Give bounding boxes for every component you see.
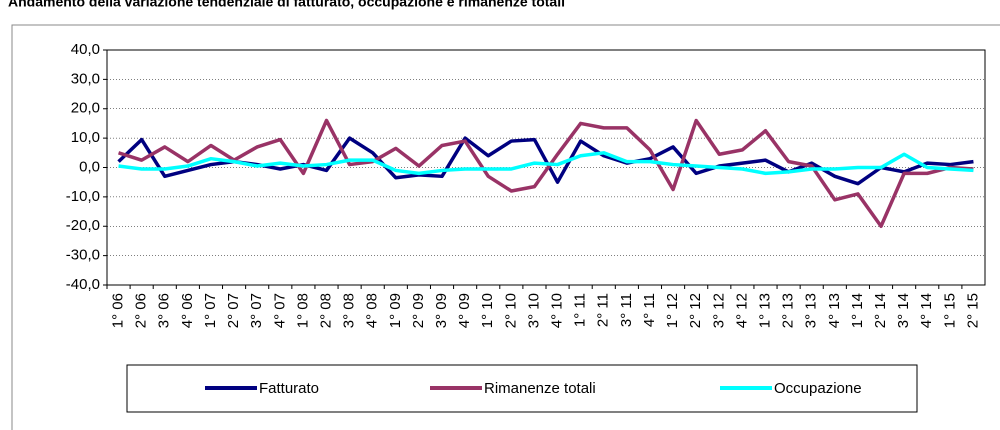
x-tick-label: 2° 10 <box>502 293 519 328</box>
series-line <box>118 118 974 228</box>
x-tick-label: 1° 13 <box>756 293 773 328</box>
x-tick-label: 4° 13 <box>826 293 843 328</box>
x-tick-label: 2° 11 <box>595 293 612 327</box>
x-tick-label: 2° 13 <box>780 293 797 328</box>
y-tick-label: -20,0 <box>66 217 100 234</box>
x-tick-label: 1° 15 <box>941 293 958 328</box>
legend-label: Rimanenze totali <box>484 380 596 397</box>
y-tick-label: 0,0 <box>79 158 100 175</box>
y-tick-label: -30,0 <box>66 247 100 264</box>
x-tick-label: 4° 09 <box>456 293 473 328</box>
x-tick-label: 2° 09 <box>410 293 427 328</box>
x-tick-label: 3° 12 <box>710 293 727 328</box>
x-tick-label: 1° 11 <box>572 293 589 327</box>
x-tick-label: 1° 12 <box>664 293 681 328</box>
x-tick-label: 3° 14 <box>895 293 912 328</box>
x-tick-label: 3° 13 <box>803 293 820 328</box>
x-tick-label: 4° 14 <box>918 293 935 328</box>
x-tick-label: 3° 11 <box>618 293 635 327</box>
x-tick-label: 4° 07 <box>271 293 288 328</box>
x-tick-label: 2° 15 <box>964 293 981 328</box>
x-tick-label: 3° 08 <box>341 293 358 328</box>
x-tick-label: 2° 08 <box>317 293 334 328</box>
legend-label: Occupazione <box>774 380 862 397</box>
x-tick-label: 2° 14 <box>872 293 889 328</box>
x-tick-label: 2° 06 <box>133 293 150 328</box>
chart-frame <box>11 24 1000 430</box>
y-tick-label: 30,0 <box>71 70 100 87</box>
x-tick-label: 2° 12 <box>687 293 704 328</box>
chart-title: Andamento della variazione tendenziale d… <box>8 0 565 10</box>
x-tick-label: 4° 08 <box>364 293 381 328</box>
x-tick-label: 4° 11 <box>641 293 658 327</box>
y-tick-label: 40,0 <box>71 41 100 58</box>
legend-label: Fatturato <box>259 380 319 397</box>
x-tick-label: 1° 10 <box>479 293 496 328</box>
y-tick-label: -10,0 <box>66 188 100 205</box>
y-tick-label: 10,0 <box>71 129 100 146</box>
x-tick-label: 4° 12 <box>733 293 750 328</box>
legend <box>126 364 918 413</box>
x-tick-label: 3° 09 <box>433 293 450 328</box>
x-tick-label: 3° 10 <box>525 293 542 328</box>
x-tick-label: 1° 14 <box>849 293 866 328</box>
y-tick-label: -40,0 <box>66 276 100 293</box>
x-tick-label: 1° 07 <box>202 293 219 328</box>
x-tick-label: 4° 06 <box>179 293 196 328</box>
x-tick-label: 1° 09 <box>387 293 404 328</box>
x-tick-label: 3° 06 <box>156 293 173 328</box>
x-tick-label: 1° 06 <box>110 293 127 328</box>
y-tick-label: 20,0 <box>71 100 100 117</box>
x-tick-label: 2° 07 <box>225 293 242 328</box>
x-tick-label: 3° 07 <box>248 293 265 328</box>
series-line <box>118 151 974 176</box>
x-tick-label: 4° 10 <box>549 293 566 328</box>
x-tick-label: 1° 08 <box>294 293 311 328</box>
series-line <box>117 136 974 186</box>
